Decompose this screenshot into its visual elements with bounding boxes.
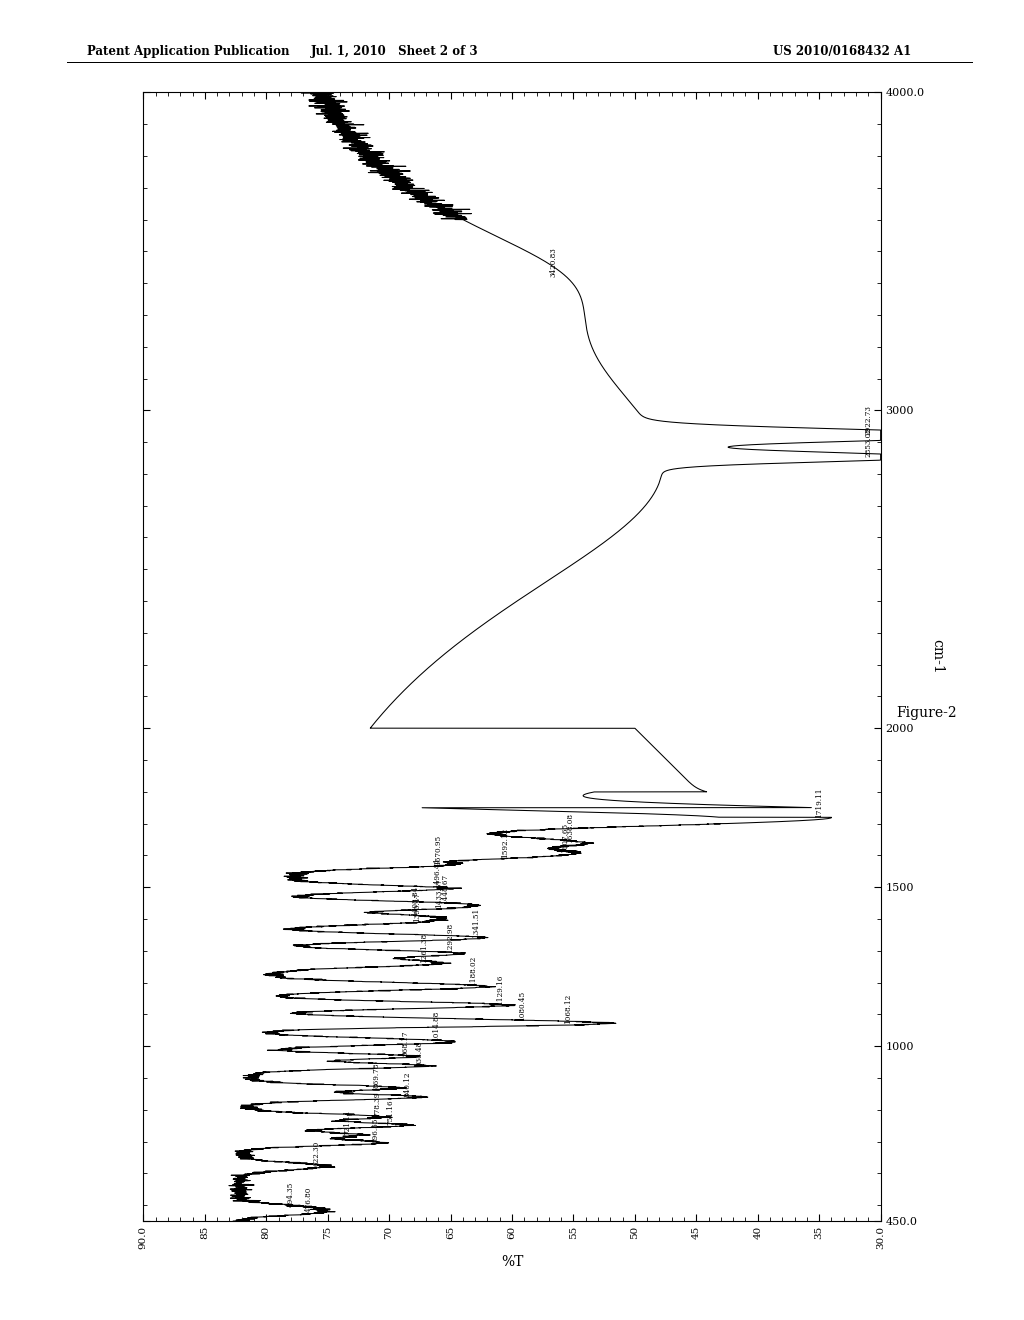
Text: 494.35: 494.35: [287, 1181, 295, 1206]
Text: 1408.84: 1408.84: [412, 886, 420, 916]
Text: 1014.88: 1014.88: [432, 1011, 440, 1041]
Text: 840.12: 840.12: [403, 1072, 412, 1097]
Text: 696.55: 696.55: [372, 1117, 380, 1143]
Text: 1570.95: 1570.95: [434, 834, 442, 865]
Text: 968.17: 968.17: [401, 1031, 410, 1056]
Text: 1607.65: 1607.65: [561, 822, 569, 853]
Text: 869.78: 869.78: [373, 1063, 380, 1088]
Text: 1433.57: 1433.57: [435, 878, 443, 908]
Text: 622.30: 622.30: [312, 1140, 321, 1167]
Text: 1080.45: 1080.45: [518, 990, 526, 1020]
Text: US 2010/0168432 A1: US 2010/0168432 A1: [773, 45, 911, 58]
Text: 1292.98: 1292.98: [446, 923, 454, 953]
Text: Patent Application Publication: Patent Application Publication: [87, 45, 290, 58]
Text: 1390.47: 1390.47: [414, 892, 421, 921]
Text: Jul. 1, 2010   Sheet 2 of 3: Jul. 1, 2010 Sheet 2 of 3: [310, 45, 478, 58]
Text: 1068.12: 1068.12: [564, 994, 572, 1024]
Text: 1341.51: 1341.51: [472, 907, 479, 937]
Text: 1592.12: 1592.12: [501, 828, 509, 858]
Text: Figure-2: Figure-2: [896, 706, 956, 719]
Text: 938.48: 938.48: [416, 1040, 424, 1065]
Text: 476.80: 476.80: [305, 1187, 313, 1213]
Y-axis label: cm-1: cm-1: [930, 639, 944, 675]
Text: 1261.38: 1261.38: [421, 933, 428, 964]
Text: 1719.11: 1719.11: [815, 787, 823, 817]
Text: 1496.44: 1496.44: [433, 858, 441, 888]
Text: 778.39: 778.39: [374, 1092, 382, 1117]
Text: 2853.02: 2853.02: [864, 428, 872, 457]
Text: 1638.08: 1638.08: [565, 813, 573, 843]
Text: 721.11: 721.11: [343, 1109, 351, 1135]
Text: 1129.16: 1129.16: [497, 974, 504, 1005]
Text: 1188.02: 1188.02: [469, 956, 477, 986]
Text: 2922.73: 2922.73: [864, 405, 872, 434]
Text: 751.16: 751.16: [386, 1100, 394, 1125]
Text: 1448.67: 1448.67: [441, 874, 450, 903]
Text: 3420.83: 3420.83: [550, 247, 558, 276]
X-axis label: %T: %T: [501, 1254, 523, 1269]
